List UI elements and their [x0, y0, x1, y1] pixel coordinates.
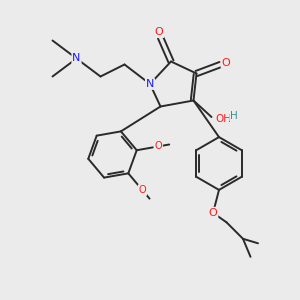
Text: O: O	[139, 185, 146, 195]
Text: OH: OH	[215, 113, 231, 124]
Text: O: O	[208, 208, 217, 218]
Text: O: O	[154, 27, 164, 37]
Text: N: N	[72, 53, 81, 64]
Text: H: H	[230, 110, 238, 121]
Text: O: O	[154, 141, 162, 152]
Text: O: O	[221, 58, 230, 68]
Text: N: N	[146, 79, 154, 89]
